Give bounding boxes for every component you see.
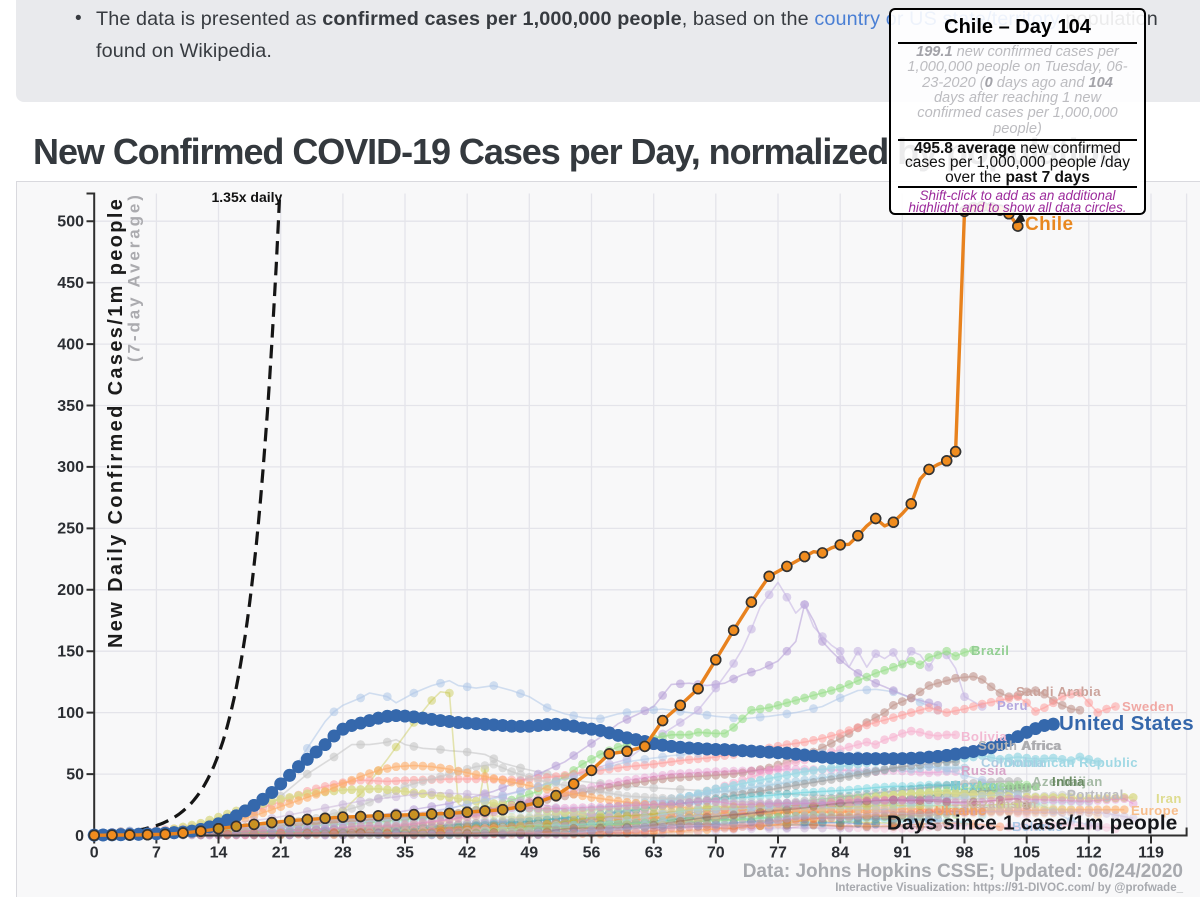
svg-text:500: 500	[57, 214, 84, 231]
svg-text:450: 450	[57, 275, 84, 292]
svg-text:Brazil: Brazil	[971, 643, 1009, 658]
svg-text:Russia: Russia	[961, 763, 1007, 778]
svg-text:250: 250	[57, 521, 84, 538]
svg-text:98: 98	[956, 845, 974, 862]
svg-text:91: 91	[893, 845, 911, 862]
svg-text:Saudi Arabia: Saudi Arabia	[1016, 684, 1101, 699]
svg-text:56: 56	[583, 845, 601, 862]
svg-text:100: 100	[57, 705, 84, 722]
svg-text:150: 150	[57, 644, 84, 661]
svg-text:0: 0	[75, 828, 84, 845]
svg-text:70: 70	[707, 845, 725, 862]
svg-text:1.35x daily: 1.35x daily	[212, 189, 283, 205]
svg-text:7: 7	[152, 845, 161, 862]
svg-text:Chile: Chile	[1025, 214, 1073, 235]
svg-text:28: 28	[334, 845, 352, 862]
svg-text:Data: Johns Hopkins CSSE; Upda: Data: Johns Hopkins CSSE; Updated: 06/24…	[743, 861, 1183, 882]
svg-text:200: 200	[57, 582, 84, 599]
svg-text:21: 21	[272, 845, 290, 862]
svg-text:400: 400	[57, 336, 84, 353]
svg-text:84: 84	[831, 845, 849, 862]
svg-text:42: 42	[458, 845, 476, 862]
svg-text:Kazakhstan: Kazakhstan	[966, 797, 1037, 811]
svg-text:63: 63	[645, 845, 663, 862]
svg-text:United States: United States	[1059, 712, 1194, 735]
svg-text:Interactive Visualization: htt: Interactive Visualization: https://91-DI…	[835, 882, 1183, 894]
svg-text:35: 35	[396, 845, 414, 862]
svg-text:300: 300	[57, 459, 84, 476]
svg-text:350: 350	[57, 398, 84, 415]
svg-text:0: 0	[90, 845, 99, 862]
svg-text:Argentina: Argentina	[975, 778, 1040, 793]
svg-text:77: 77	[769, 845, 787, 862]
svg-text:Portugal: Portugal	[1067, 787, 1124, 802]
svg-text:Days since 1 case/1m people: Days since 1 case/1m people	[887, 812, 1178, 835]
svg-text:112: 112	[1076, 845, 1102, 862]
svg-text:14: 14	[210, 845, 228, 862]
svg-text:50: 50	[66, 766, 84, 783]
svg-text:119: 119	[1138, 845, 1164, 862]
svg-text:(7-day Average): (7-day Average)	[125, 192, 144, 362]
svg-text:49: 49	[520, 845, 538, 862]
svg-text:Dominican Republic: Dominican Republic	[1004, 755, 1138, 770]
svg-text:105: 105	[1013, 845, 1040, 862]
svg-text:Peru: Peru	[997, 698, 1028, 713]
svg-text:Africa: Africa	[1022, 738, 1062, 753]
